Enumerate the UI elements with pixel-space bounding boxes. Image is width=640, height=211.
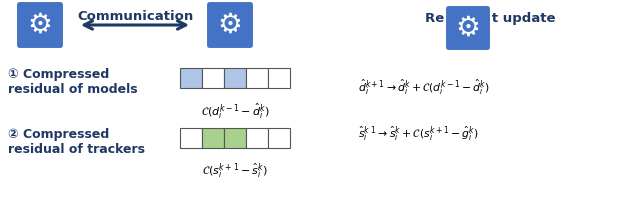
Text: $\mathcal{C}(s_i^{k+1} - \hat{s}_i^{k})$: $\mathcal{C}(s_i^{k+1} - \hat{s}_i^{k})$ (202, 162, 268, 181)
Bar (180, 68, 202, 88)
FancyBboxPatch shape (445, 5, 491, 51)
Text: Communication: Communication (77, 10, 193, 23)
Text: Ref. point update: Ref. point update (425, 12, 556, 25)
Text: residual of models: residual of models (8, 83, 138, 96)
FancyBboxPatch shape (16, 1, 64, 49)
Bar (224, 68, 246, 88)
Text: ⚙: ⚙ (456, 14, 481, 42)
Bar (246, 128, 268, 148)
Bar (180, 128, 202, 148)
Bar (224, 128, 246, 148)
Bar (268, 128, 290, 148)
Text: residual of trackers: residual of trackers (8, 143, 145, 156)
Text: $\hat{d}_i^{k+1} \rightarrow \hat{d}_i^{k} + \mathcal{C}(d_i^{k-1} - \hat{d}_i^{: $\hat{d}_i^{k+1} \rightarrow \hat{d}_i^{… (358, 78, 490, 97)
Text: $\mathcal{C}(d_i^{k-1} - \hat{d}_i^{k})$: $\mathcal{C}(d_i^{k-1} - \hat{d}_i^{k})$ (200, 102, 269, 121)
Bar (268, 68, 290, 88)
Bar (202, 128, 224, 148)
FancyBboxPatch shape (206, 1, 254, 49)
Text: ⚙: ⚙ (218, 11, 243, 39)
Bar (202, 68, 224, 88)
Text: ⚙: ⚙ (28, 11, 52, 39)
Bar (246, 68, 268, 88)
Text: ① Compressed: ① Compressed (8, 68, 109, 81)
Text: $\hat{s}_i^{k\ 1} \rightarrow \hat{s}_i^{k} + \mathcal{C}(s_i^{k+1} - \hat{g}_i^: $\hat{s}_i^{k\ 1} \rightarrow \hat{s}_i^… (358, 125, 479, 144)
Text: ② Compressed: ② Compressed (8, 128, 109, 141)
